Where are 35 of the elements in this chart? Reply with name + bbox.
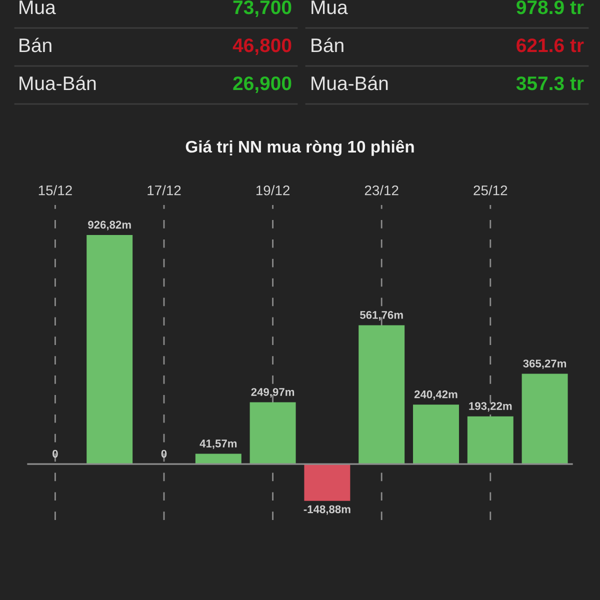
bar [358, 325, 405, 464]
data-label: 193,22m [469, 402, 512, 412]
text: Mua [20, 0, 56, 14]
text: 46,800 [232, 38, 292, 56]
data-label: 240,42m [414, 390, 458, 400]
x-tick-label: 19/12 [256, 185, 290, 196]
text: Mua-Bán [312, 76, 388, 90]
data-label: 249,97m [251, 388, 294, 398]
text: Mua [312, 0, 348, 14]
bar [86, 235, 133, 464]
data-label: 926,82m [88, 220, 131, 230]
data-label: -148,88m [304, 505, 350, 515]
bar [304, 464, 350, 501]
bar [413, 404, 459, 464]
data-label: 0 [161, 450, 167, 458]
x-tick-label: 23/12 [364, 185, 398, 196]
text: 26,900 [233, 76, 292, 94]
bar [250, 402, 296, 464]
data-label: 561,76m [360, 311, 403, 320]
chart-title: Giá trị NN mua ròng 10 phiên [186, 140, 414, 156]
bar [467, 416, 514, 464]
text: 73,700 [233, 0, 292, 18]
x-tick-label: 15/12 [38, 185, 72, 196]
x-tick-label: 25/12 [474, 185, 508, 196]
text: Mua-Bán [20, 76, 96, 90]
text: 978.9 tr [516, 0, 584, 14]
text: 621.6 tr [516, 38, 584, 52]
data-label: 41,57m [200, 440, 237, 450]
x-tick-label: 17/12 [148, 185, 181, 196]
text: Bán [20, 38, 52, 52]
data-label: 0 [52, 450, 58, 458]
text: Bán [312, 38, 344, 52]
bar [522, 374, 568, 464]
text: 357.3 tr [516, 76, 584, 90]
data-label: 365,27m [523, 360, 566, 370]
